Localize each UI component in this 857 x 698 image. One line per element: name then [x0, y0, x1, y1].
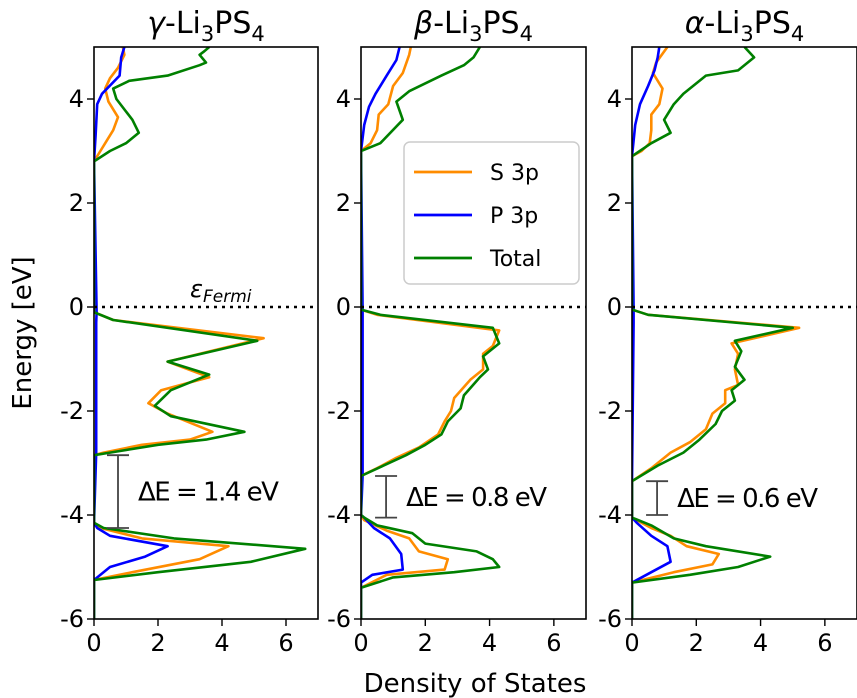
y-tick-label: 0	[607, 293, 622, 321]
y-tick-label: -6	[598, 605, 622, 633]
y-tick-label: 2	[336, 189, 351, 217]
panel-frame	[93, 46, 319, 620]
fermi-subscript: Fermi	[203, 287, 252, 307]
y-tick-label: -2	[598, 397, 622, 425]
panel-title-title-text: -Li	[433, 6, 469, 41]
x-tick-label: 2	[150, 629, 165, 657]
panel-title-title-sub2: 4	[791, 22, 804, 46]
y-tick-label: -6	[60, 605, 84, 633]
series-line-total	[94, 47, 307, 619]
panel-title: α-Li3PS4	[685, 6, 805, 46]
x-tick-label: 4	[482, 629, 497, 657]
panel-title-title-symbol: α	[685, 6, 705, 41]
panel-title-title-text: -Li	[165, 6, 201, 41]
fermi-symbol: ε	[190, 275, 203, 303]
panel-title-title-sub1: 3	[740, 22, 753, 46]
x-tick-label: 0	[353, 629, 368, 657]
y-tick-label: -4	[60, 501, 84, 529]
y-axis-label: Energy [eV]	[8, 256, 38, 409]
panel-title-title-sub2: 4	[251, 22, 264, 46]
series-line-s-3p	[361, 47, 501, 619]
gap-label: ΔE = 0.6 eV	[677, 484, 818, 514]
y-tick-label: -2	[327, 397, 351, 425]
legend-box	[403, 141, 580, 285]
panel-title-title-mid: PS	[482, 6, 519, 41]
y-tick-label: 2	[607, 189, 622, 217]
legend-entry-label: P 3p	[490, 204, 538, 229]
panel-plot-area	[632, 47, 801, 619]
y-tick-label: -4	[598, 501, 622, 529]
panel-plot-area	[94, 47, 307, 619]
panel-frame	[360, 46, 587, 620]
panel-title-title-sub2: 4	[520, 22, 533, 46]
x-tick-label: 6	[546, 629, 561, 657]
series-line-s-3p	[632, 47, 801, 619]
legend-entry-label: S 3p	[490, 161, 539, 186]
panel-title: γ-Li3PS4	[147, 6, 265, 46]
legend-entry-label: Total	[489, 247, 541, 272]
x-tick-label: 6	[817, 629, 832, 657]
x-axis-label: Density of States	[364, 669, 587, 698]
panel-title: β-Li3PS4	[413, 6, 533, 46]
panel-title-title-mid: PS	[754, 6, 791, 41]
panel-title-title-sub1: 3	[201, 22, 214, 46]
series-line-total	[361, 47, 501, 619]
y-tick-label: 4	[69, 85, 84, 113]
y-tick-label: 0	[336, 293, 351, 321]
y-tick-label: -6	[327, 605, 351, 633]
y-tick-label: 0	[69, 293, 84, 321]
x-tick-label: 4	[214, 629, 229, 657]
panel-frame	[631, 46, 857, 620]
panel-title-title-sub1: 3	[469, 22, 482, 46]
panel-title-title-symbol: β	[413, 6, 433, 41]
y-tick-label: 4	[607, 85, 622, 113]
legend: S 3p P 3p Total	[403, 141, 580, 285]
panel-title-title-text: -Li	[705, 6, 741, 41]
x-tick-label: 6	[278, 629, 293, 657]
gap-label: ΔE = 0.8 eV	[406, 483, 547, 513]
x-tick-label: 2	[689, 629, 704, 657]
x-tick-label: 4	[753, 629, 768, 657]
x-tick-label: 2	[418, 629, 433, 657]
y-tick-label: -4	[327, 501, 351, 529]
series-line-total	[632, 47, 794, 619]
y-tick-label: -2	[60, 397, 84, 425]
x-tick-label: 0	[86, 629, 101, 657]
y-tick-label: 2	[69, 189, 84, 217]
panel-plot-area	[361, 47, 501, 619]
fermi-level-label: εFermi	[190, 275, 252, 307]
series-line-s-3p	[94, 47, 265, 619]
panel-title-title-symbol: γ	[147, 6, 167, 41]
y-tick-label: 4	[336, 85, 351, 113]
panel-title-title-mid: PS	[214, 6, 251, 41]
gap-label: ΔE = 1.4 eV	[138, 478, 279, 508]
x-tick-label: 0	[624, 629, 639, 657]
series-line-p-3p	[94, 47, 169, 619]
